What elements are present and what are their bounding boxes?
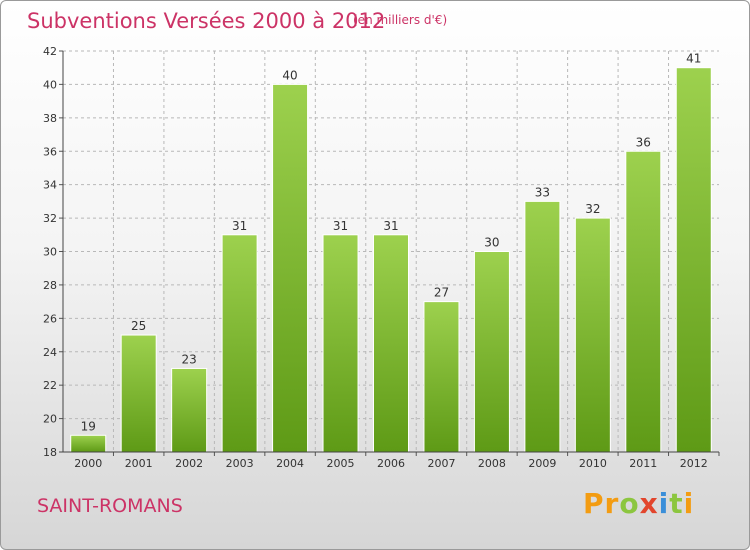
data-label-2011: 36: [636, 135, 651, 149]
x-tick-label-2009: 2009: [528, 457, 556, 470]
y-tick-label: 40: [43, 78, 57, 91]
data-label-2002: 23: [182, 352, 197, 366]
bar-2007: [423, 301, 460, 453]
x-tick-label-2001: 2001: [125, 457, 153, 470]
bar-2000: [70, 434, 107, 453]
y-tick-label: 20: [43, 413, 57, 426]
x-tick-label-2010: 2010: [579, 457, 607, 470]
bar-2008: [473, 251, 510, 453]
x-tick-label-2003: 2003: [226, 457, 254, 470]
bar-2010: [574, 217, 611, 453]
x-tick-label-2011: 2011: [629, 457, 657, 470]
bar-2003: [221, 234, 258, 453]
data-label-2006: 31: [383, 219, 398, 233]
bar-2002: [171, 367, 208, 453]
y-tick-label: 42: [43, 45, 57, 58]
y-tick-label: 22: [43, 379, 57, 392]
y-tick-label: 26: [43, 312, 57, 325]
y-tick-label: 18: [43, 446, 57, 459]
data-label-2009: 33: [535, 185, 550, 199]
x-tick-label-2012: 2012: [680, 457, 708, 470]
data-label-2000: 19: [81, 419, 96, 433]
data-label-2001: 25: [131, 319, 146, 333]
bar-2009: [524, 200, 561, 453]
bar-2004: [272, 83, 309, 453]
y-tick-label: 30: [43, 246, 57, 259]
x-tick-label-2004: 2004: [276, 457, 304, 470]
bar-2006: [373, 234, 409, 453]
bar-2005: [322, 234, 359, 453]
data-label-2005: 31: [333, 219, 348, 233]
data-label-2010: 32: [585, 202, 600, 216]
x-tick-label-2005: 2005: [327, 457, 355, 470]
chart-title: Subventions Versées 2000 à 2012: [27, 9, 386, 33]
data-label-2008: 30: [484, 236, 499, 250]
x-tick-label-2002: 2002: [175, 457, 203, 470]
proxiti-logo: Proxiti: [583, 487, 695, 520]
x-tick-label-2008: 2008: [478, 457, 506, 470]
commune-name: SAINT-ROMANS: [37, 495, 183, 517]
y-tick-label: 34: [43, 179, 57, 192]
bar-2001: [120, 334, 157, 453]
chart-subtitle: (en milliers d'€): [353, 13, 448, 27]
x-tick-label-2006: 2006: [377, 457, 405, 470]
data-label-2007: 27: [434, 286, 449, 300]
data-label-2012: 41: [686, 52, 701, 66]
y-tick-label: 38: [43, 112, 57, 125]
y-tick-label: 24: [43, 346, 57, 359]
bar-2012: [675, 67, 712, 453]
y-tick-label: 32: [43, 212, 57, 225]
y-tick-label: 36: [43, 145, 57, 158]
x-tick-label-2007: 2007: [427, 457, 455, 470]
data-label-2003: 31: [232, 219, 247, 233]
data-label-2004: 40: [282, 68, 297, 82]
x-tick-label-2000: 2000: [74, 457, 102, 470]
y-tick-label: 28: [43, 279, 57, 292]
bar-2011: [625, 150, 662, 453]
